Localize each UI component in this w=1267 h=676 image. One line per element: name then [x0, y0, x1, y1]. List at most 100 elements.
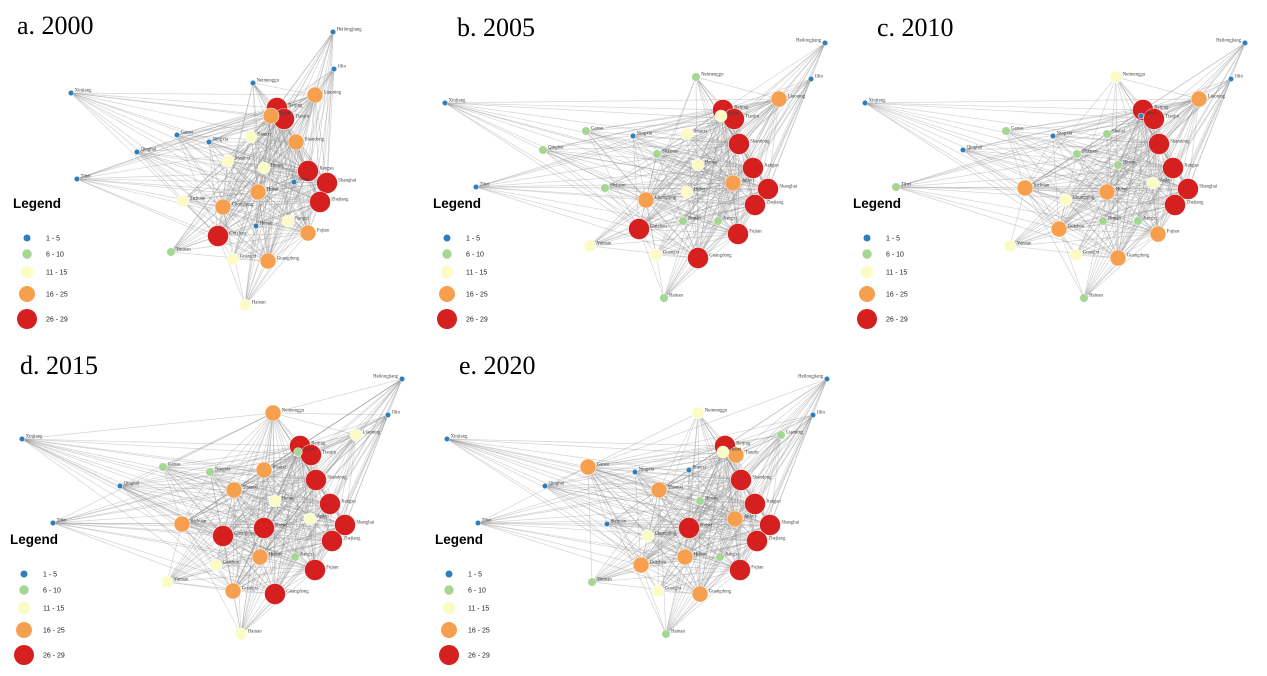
edge — [217, 31, 334, 237]
node-Jilin — [809, 411, 817, 419]
edge — [585, 130, 739, 235]
edge — [732, 98, 780, 184]
edge — [1137, 118, 1155, 222]
edge — [665, 445, 726, 635]
edge — [1005, 130, 1176, 206]
edge — [724, 414, 814, 447]
edge — [604, 187, 756, 206]
panel-2015-network: Beijing Tianjin Hebei Shanxi Neimenggu Liaoni… — [10, 375, 406, 665]
edge — [634, 445, 726, 473]
edge — [1083, 191, 1108, 299]
edge — [76, 118, 285, 180]
edge — [587, 466, 660, 491]
edge — [724, 445, 736, 520]
node-label-Shaanxi: Shaanxi — [243, 486, 259, 491]
node-Shanghai — [316, 172, 338, 194]
edge — [695, 76, 780, 100]
edge — [1083, 109, 1144, 299]
edge — [263, 445, 301, 529]
edge — [477, 522, 701, 595]
node-Shandong — [287, 133, 305, 151]
edge — [170, 206, 224, 253]
edge — [240, 469, 265, 635]
node-Qinghai — [116, 482, 124, 490]
edge — [647, 535, 758, 542]
node-label-Shanghai: Shanghai — [338, 179, 357, 184]
edge — [1052, 135, 1108, 193]
edge — [682, 182, 734, 222]
edge — [724, 445, 758, 542]
node-Fujian — [727, 223, 749, 245]
node-label-Jilin: Jilin — [1235, 75, 1244, 80]
edge — [176, 94, 316, 136]
edge — [1024, 115, 1142, 189]
edge — [166, 454, 312, 583]
node-Sichuan — [176, 194, 190, 208]
edge — [1157, 143, 1160, 235]
edge — [1140, 115, 1159, 235]
node-label-Jiangsu: Jiangsu — [1184, 164, 1199, 169]
node-label-Gansu: Gansu — [181, 131, 194, 136]
edge — [208, 141, 309, 172]
edge — [444, 102, 739, 235]
edge — [604, 187, 739, 235]
edge — [181, 523, 242, 635]
legend-label-5: 26 - 29 — [468, 653, 490, 660]
node-label-Hunan: Hunan — [260, 222, 273, 227]
edge — [724, 445, 741, 571]
edge — [638, 109, 724, 230]
node-Shanxi — [685, 466, 693, 474]
edge — [699, 540, 758, 595]
edge — [699, 451, 724, 595]
edge — [684, 445, 726, 558]
edge — [119, 485, 235, 491]
edge — [1005, 98, 1200, 132]
edge — [1005, 130, 1160, 145]
node-label-Henan: Henan — [1123, 161, 1136, 166]
edge — [222, 201, 321, 208]
node-label-Hebei: Hebei — [728, 112, 740, 117]
edge — [162, 466, 317, 481]
edge — [222, 115, 272, 208]
edge — [250, 136, 309, 172]
edge — [632, 135, 756, 206]
legend-swatch-5 — [439, 645, 459, 665]
edge — [1065, 98, 1200, 201]
edge — [215, 469, 265, 566]
edge — [217, 167, 265, 237]
edge — [136, 151, 219, 237]
edge — [1009, 118, 1155, 247]
edge — [232, 94, 316, 260]
edge — [444, 102, 754, 169]
edge — [634, 471, 742, 481]
edge — [1065, 199, 1176, 206]
edge — [1005, 109, 1144, 132]
edge — [310, 414, 389, 456]
legend-label-1: 1 - 5 — [468, 572, 482, 579]
edge — [283, 118, 289, 222]
edge — [233, 479, 317, 491]
node-label-Guizhou: Guizhou — [229, 232, 246, 237]
edge — [1024, 164, 1119, 189]
edge — [295, 94, 316, 143]
edge — [589, 118, 735, 247]
edge — [606, 489, 660, 525]
edge — [684, 378, 828, 558]
node-Henan — [257, 161, 271, 175]
edge — [259, 378, 403, 558]
node-Neimenggu — [691, 72, 701, 82]
edge — [166, 540, 333, 583]
node-Shandong — [730, 469, 752, 491]
edge — [754, 414, 814, 505]
edge — [181, 523, 217, 566]
node-Qinghai — [133, 148, 141, 156]
edge — [119, 445, 301, 487]
edge — [658, 454, 737, 491]
node-label-Henan: Henan — [705, 497, 718, 502]
edge — [293, 94, 316, 183]
edge — [263, 479, 317, 529]
edge — [1106, 191, 1176, 206]
edge — [215, 524, 346, 566]
edge — [638, 133, 688, 230]
legend-swatch-4 — [16, 622, 32, 638]
